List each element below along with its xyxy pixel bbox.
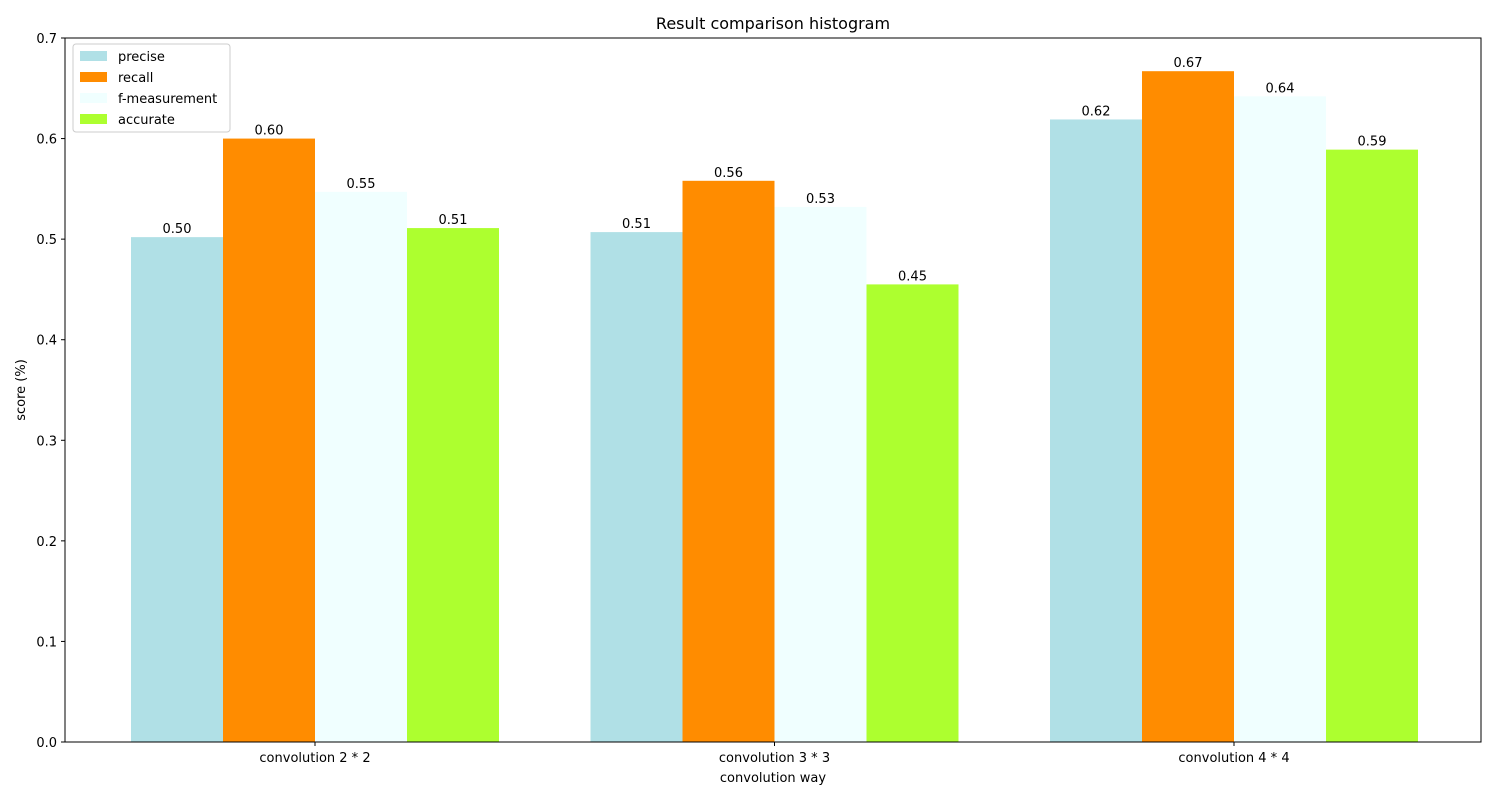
bar-accurate-2: [1326, 149, 1418, 743]
bars-group: [131, 71, 1418, 743]
legend-label-precise: precise: [118, 50, 165, 65]
bar-value-label: 0.51: [439, 213, 468, 228]
legend-swatch-recall: [80, 72, 107, 82]
x-axis-label: convolution way: [720, 771, 826, 786]
legend-label-f-measurement: f-measurement: [118, 92, 217, 107]
bar-f-measurement-1: [774, 206, 867, 742]
bar-value-label: 0.59: [1358, 135, 1387, 150]
y-tick-label: 0.0: [36, 736, 57, 751]
bar-recall-0: [223, 138, 315, 743]
bar-value-label: 0.45: [898, 269, 927, 284]
x-axis: convolution 2 * 2 convolution 3 * 3 convol…: [259, 742, 1290, 766]
y-tick-label: 0.4: [36, 334, 57, 349]
legend-label-accurate: accurate: [118, 113, 175, 128]
x-tick-label: convolution 2 * 2: [259, 751, 370, 766]
x-tick-label: convolution 4 * 4: [1178, 751, 1289, 766]
bar-value-label: 0.67: [1174, 56, 1203, 71]
bar-value-label: 0.62: [1082, 104, 1111, 119]
bar-precise-1: [590, 232, 683, 743]
legend-swatch-f-measurement: [80, 93, 107, 103]
bar-accurate-1: [866, 284, 959, 742]
y-axis: 0.0 0.1 0.2 0.3 0.4 0.5 0.6 0.7: [36, 32, 65, 751]
legend-label-recall: recall: [118, 71, 153, 86]
bar-f-measurement-0: [315, 191, 407, 743]
bar-value-label: 0.51: [622, 217, 651, 232]
bar-recall-1: [682, 180, 775, 743]
legend-box: [72, 43, 231, 133]
y-tick-label: 0.3: [36, 434, 57, 449]
bar-value-label: 0.56: [714, 166, 743, 181]
bar-precise-0: [131, 237, 223, 743]
y-tick-label: 0.2: [36, 535, 57, 550]
bar-recall-2: [1142, 71, 1234, 742]
bar-precise-2: [1050, 119, 1142, 742]
y-tick-label: 0.1: [36, 635, 57, 650]
chart-title: Result comparison histogram: [656, 14, 890, 33]
bar-accurate-0: [407, 228, 499, 742]
legend-swatch-precise: [80, 51, 107, 61]
bar-value-label: 0.53: [806, 192, 835, 207]
bar-f-measurement-2: [1234, 96, 1326, 743]
y-axis-label: score (%): [14, 359, 29, 421]
bar-value-label: 0.50: [163, 222, 192, 237]
bar-value-label: 0.64: [1266, 81, 1295, 96]
legend-swatch-accurate: [80, 114, 107, 124]
bar-value-label: 0.60: [255, 124, 284, 139]
y-tick-label: 0.7: [36, 32, 57, 47]
y-tick-label: 0.6: [36, 133, 57, 148]
bar-labels-group: 0.50 0.60 0.55 0.51 0.51 0.56 0.53 0.45 0.62 0.67…: [163, 56, 1387, 284]
y-tick-label: 0.5: [36, 233, 57, 248]
x-tick-label: convolution 3 * 3: [719, 751, 830, 766]
bar-value-label: 0.55: [347, 177, 376, 192]
legend: precise recall f-measurement accurate: [72, 43, 231, 133]
plot-frame: [64, 37, 1482, 743]
